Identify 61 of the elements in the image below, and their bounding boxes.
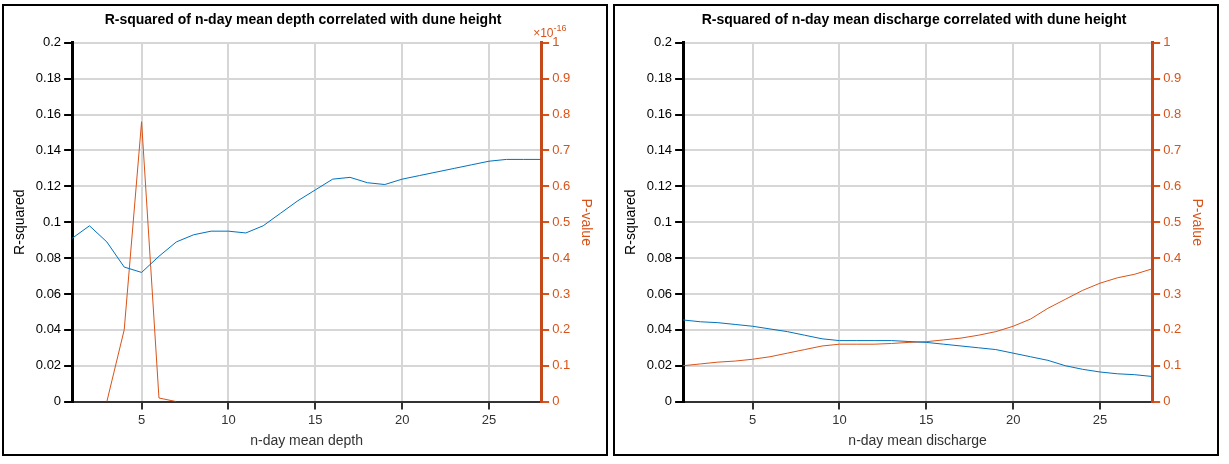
y-tick-label: 0 — [53, 393, 62, 409]
y-tick-label: 0.02 — [646, 357, 673, 373]
y-tick-label: 0.06 — [646, 285, 673, 301]
y-tick-label: 0.02 — [35, 357, 62, 373]
y2-tick-label: 0.9 — [1163, 70, 1182, 86]
x-tick-label: 10 — [832, 411, 847, 427]
x-tick-label: 20 — [1005, 411, 1021, 427]
y-tick-label: 0.04 — [35, 321, 62, 337]
y-tick-label: 0.08 — [35, 249, 62, 265]
y2-tick-label: 0.3 — [1163, 285, 1182, 301]
x-tick-label: 15 — [308, 411, 323, 427]
y-axis-title: R-squared — [622, 189, 639, 255]
y2-tick-label: 0 — [1163, 393, 1171, 409]
chart-title: R-squared of n-day mean depth correlated with dune height — [104, 11, 502, 28]
y-tick-label: 0.16 — [646, 106, 673, 122]
x-tick-label: 15 — [919, 411, 934, 427]
y2-tick-label: 0.8 — [1163, 106, 1182, 122]
y2-tick-label: 0.2 — [1163, 321, 1182, 337]
y2-tick-label: 0.5 — [1163, 213, 1182, 229]
y-tick-label: 0.06 — [35, 285, 62, 301]
y2-tick-label: 0.1 — [552, 357, 571, 373]
y2-tick-label: 0.4 — [1163, 249, 1182, 265]
y-tick-label: 0.1 — [654, 213, 673, 229]
y2-axis-title: P-value — [1189, 198, 1206, 247]
x-tick-label: 25 — [1092, 411, 1108, 427]
x-tick-label: 10 — [221, 411, 236, 427]
y-tick-label: 0.04 — [646, 321, 673, 337]
y2-tick-label: 0.9 — [552, 70, 571, 86]
y2-tick-label: 0.2 — [552, 321, 571, 337]
y2-tick-label: 0.1 — [1163, 357, 1182, 373]
y2-tick-label: 0.7 — [552, 142, 571, 158]
y2-tick-label: 0 — [552, 393, 560, 409]
x-axis-title: n-day mean discharge — [848, 432, 988, 449]
x-tick-label: 5 — [137, 411, 146, 427]
y-tick-label: 0.14 — [646, 142, 673, 158]
y-tick-label: 0.14 — [35, 142, 62, 158]
y-axis-title: R-squared — [11, 189, 28, 255]
y2-tick-label: 0.7 — [1163, 142, 1182, 158]
y-tick-label: 0.12 — [646, 177, 673, 193]
y-tick-label: 0.2 — [654, 34, 673, 50]
y-tick-label: 0.1 — [43, 213, 62, 229]
y2-tick-label: 0.5 — [552, 213, 571, 229]
x-tick-label: 20 — [394, 411, 410, 427]
y-tick-label: 0.08 — [646, 249, 673, 265]
y2-tick-label: 0.8 — [552, 106, 571, 122]
x-tick-label: 25 — [481, 411, 497, 427]
y2-tick-label: 0.6 — [552, 177, 571, 193]
y-tick-label: 0.12 — [35, 177, 62, 193]
y2-tick-label: 0.4 — [552, 249, 571, 265]
y-tick-label: 0.2 — [43, 34, 62, 50]
y-tick-label: 0 — [664, 393, 673, 409]
y-tick-label: 0.18 — [646, 70, 673, 86]
chart-title: R-squared of n-day mean discharge correlated with dune height — [701, 11, 1127, 28]
y-tick-label: 0.18 — [35, 70, 62, 86]
y2-tick-label: 1 — [1163, 34, 1171, 50]
x-axis-title: n-day mean depth — [250, 432, 364, 449]
x-tick-label: 5 — [748, 411, 757, 427]
y-tick-label: 0.16 — [35, 106, 62, 122]
y2-tick-label: 0.3 — [552, 285, 571, 301]
y2-tick-label: 0.6 — [1163, 177, 1182, 193]
y2-axis-title: P-value — [578, 198, 595, 247]
